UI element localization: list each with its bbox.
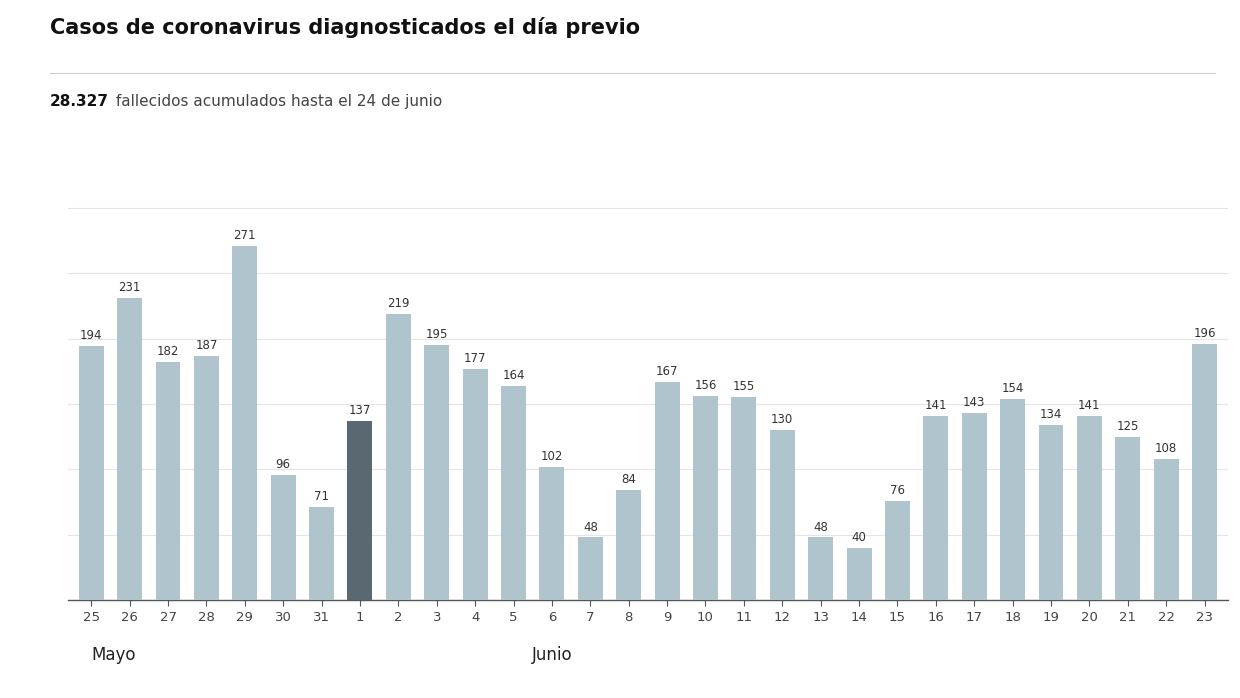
Bar [501,385,526,600]
Bar [1153,459,1179,600]
Bar [347,421,372,600]
Text: 96: 96 [275,458,290,470]
Bar [693,396,718,600]
Bar [1115,437,1141,600]
Text: 40: 40 [852,531,867,544]
Text: 71: 71 [314,491,329,503]
Bar [1039,425,1064,600]
Bar [962,413,987,600]
Bar [770,430,795,600]
Bar [885,501,910,600]
Text: 141: 141 [925,399,947,412]
Bar [79,346,104,600]
Text: 137: 137 [348,404,371,417]
Bar [655,382,680,600]
Text: 154: 154 [1002,382,1024,395]
Bar [193,355,219,600]
Text: 108: 108 [1154,442,1177,455]
Text: Junio: Junio [532,646,572,664]
Bar [117,298,143,600]
Bar [232,246,257,600]
Text: 141: 141 [1078,399,1101,412]
Text: 102: 102 [541,450,563,463]
Bar [847,548,872,600]
Bar [732,397,756,600]
Bar [386,313,410,600]
Bar [1192,344,1216,600]
Bar [1076,416,1102,600]
Bar [270,475,295,600]
Bar [155,362,181,600]
Bar [578,537,603,600]
Text: 28.327: 28.327 [50,94,109,109]
Text: 48: 48 [583,521,598,533]
Bar [616,490,641,600]
Bar [424,345,449,600]
Text: 195: 195 [425,328,448,341]
Text: 231: 231 [119,281,141,294]
Text: 167: 167 [656,365,678,378]
Text: 177: 177 [464,352,486,364]
Text: 182: 182 [156,346,180,358]
Text: Mayo: Mayo [92,646,135,664]
Text: 164: 164 [502,369,525,382]
Text: 155: 155 [733,380,755,394]
Text: 84: 84 [621,473,636,487]
Text: 130: 130 [771,413,794,426]
Text: 134: 134 [1040,408,1063,421]
Text: 196: 196 [1193,327,1215,340]
Text: 125: 125 [1116,419,1140,433]
Text: 194: 194 [81,329,103,343]
Bar [309,507,334,600]
Bar [1001,399,1025,600]
Bar [463,369,487,600]
Text: Casos de coronavirus diagnosticados el día previo: Casos de coronavirus diagnosticados el d… [50,17,640,38]
Text: fallecidos acumulados hasta el 24 de junio: fallecidos acumulados hasta el 24 de jun… [112,94,443,109]
Text: 143: 143 [963,396,986,409]
Text: 187: 187 [195,339,217,352]
Text: 76: 76 [890,484,905,497]
Bar [808,537,833,600]
Text: 48: 48 [813,521,828,533]
Bar [924,416,949,600]
Text: 271: 271 [233,229,255,242]
Bar [539,467,564,600]
Text: 219: 219 [387,297,409,310]
Text: 156: 156 [694,379,717,392]
